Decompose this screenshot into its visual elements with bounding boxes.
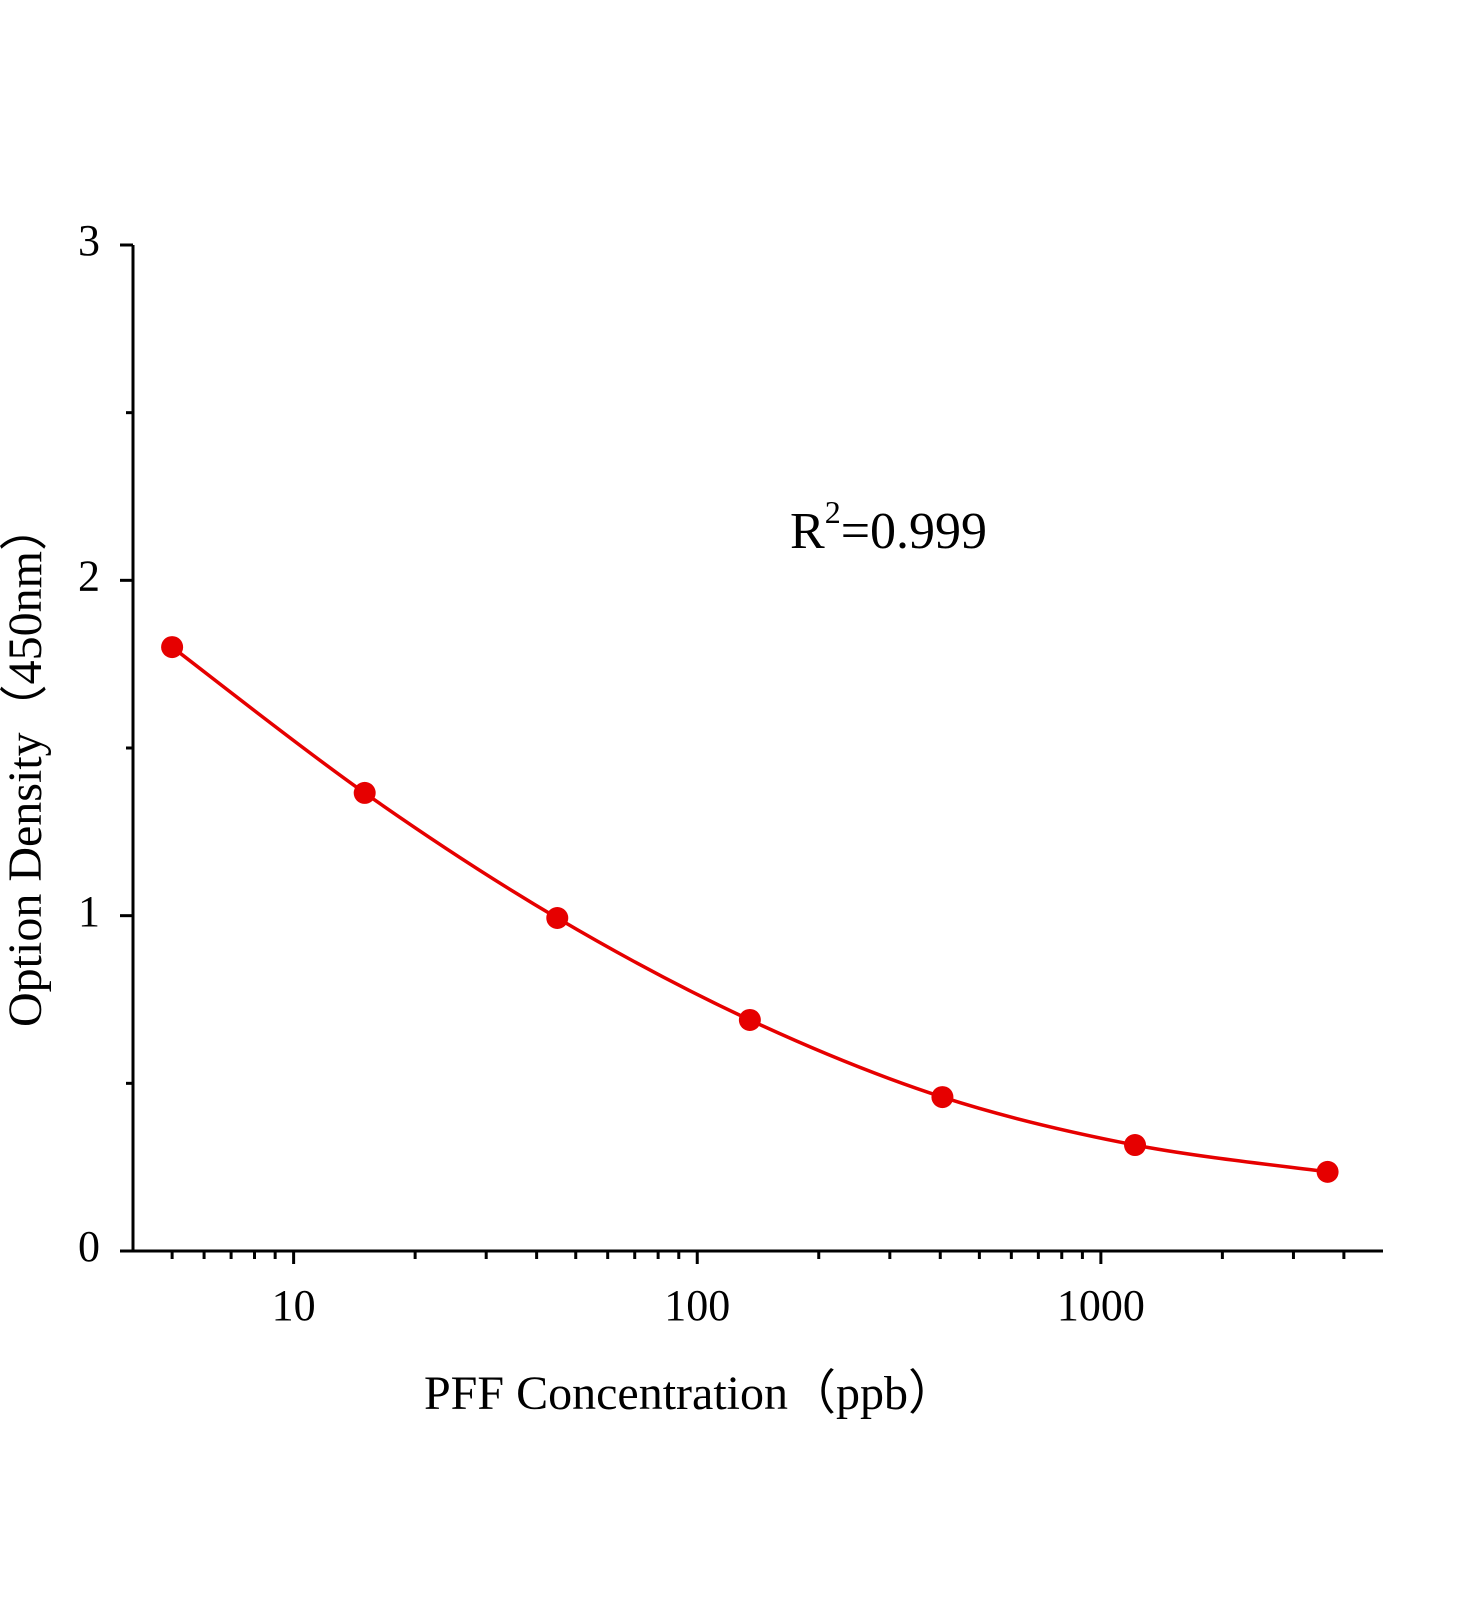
marker [1124, 1134, 1147, 1157]
marker [1316, 1160, 1339, 1183]
marker [546, 907, 569, 930]
x-tick-label: 1000 [1057, 1281, 1145, 1330]
y-tick-label: 0 [78, 1222, 100, 1271]
marker [353, 781, 376, 804]
annotation-text: R [790, 503, 825, 560]
marker [931, 1086, 954, 1109]
x-axis-label: PFF Concentration（ppb） [424, 1367, 956, 1420]
marker [161, 636, 184, 659]
marker [738, 1008, 761, 1031]
x-tick-label: 10 [272, 1281, 316, 1330]
line [171, 645, 1328, 1174]
y-tick-label: 1 [78, 887, 100, 936]
annotation: R2=0.999 [790, 494, 987, 560]
annotation-text: =0.999 [841, 503, 987, 560]
x-tick-label: 100 [664, 1281, 730, 1330]
annotation-superscript: 2 [825, 494, 841, 530]
y-axis-label: Option Density（450nm） [0, 503, 52, 1027]
y-tick-label: 2 [78, 551, 100, 600]
y-tick-label: 3 [78, 216, 100, 265]
